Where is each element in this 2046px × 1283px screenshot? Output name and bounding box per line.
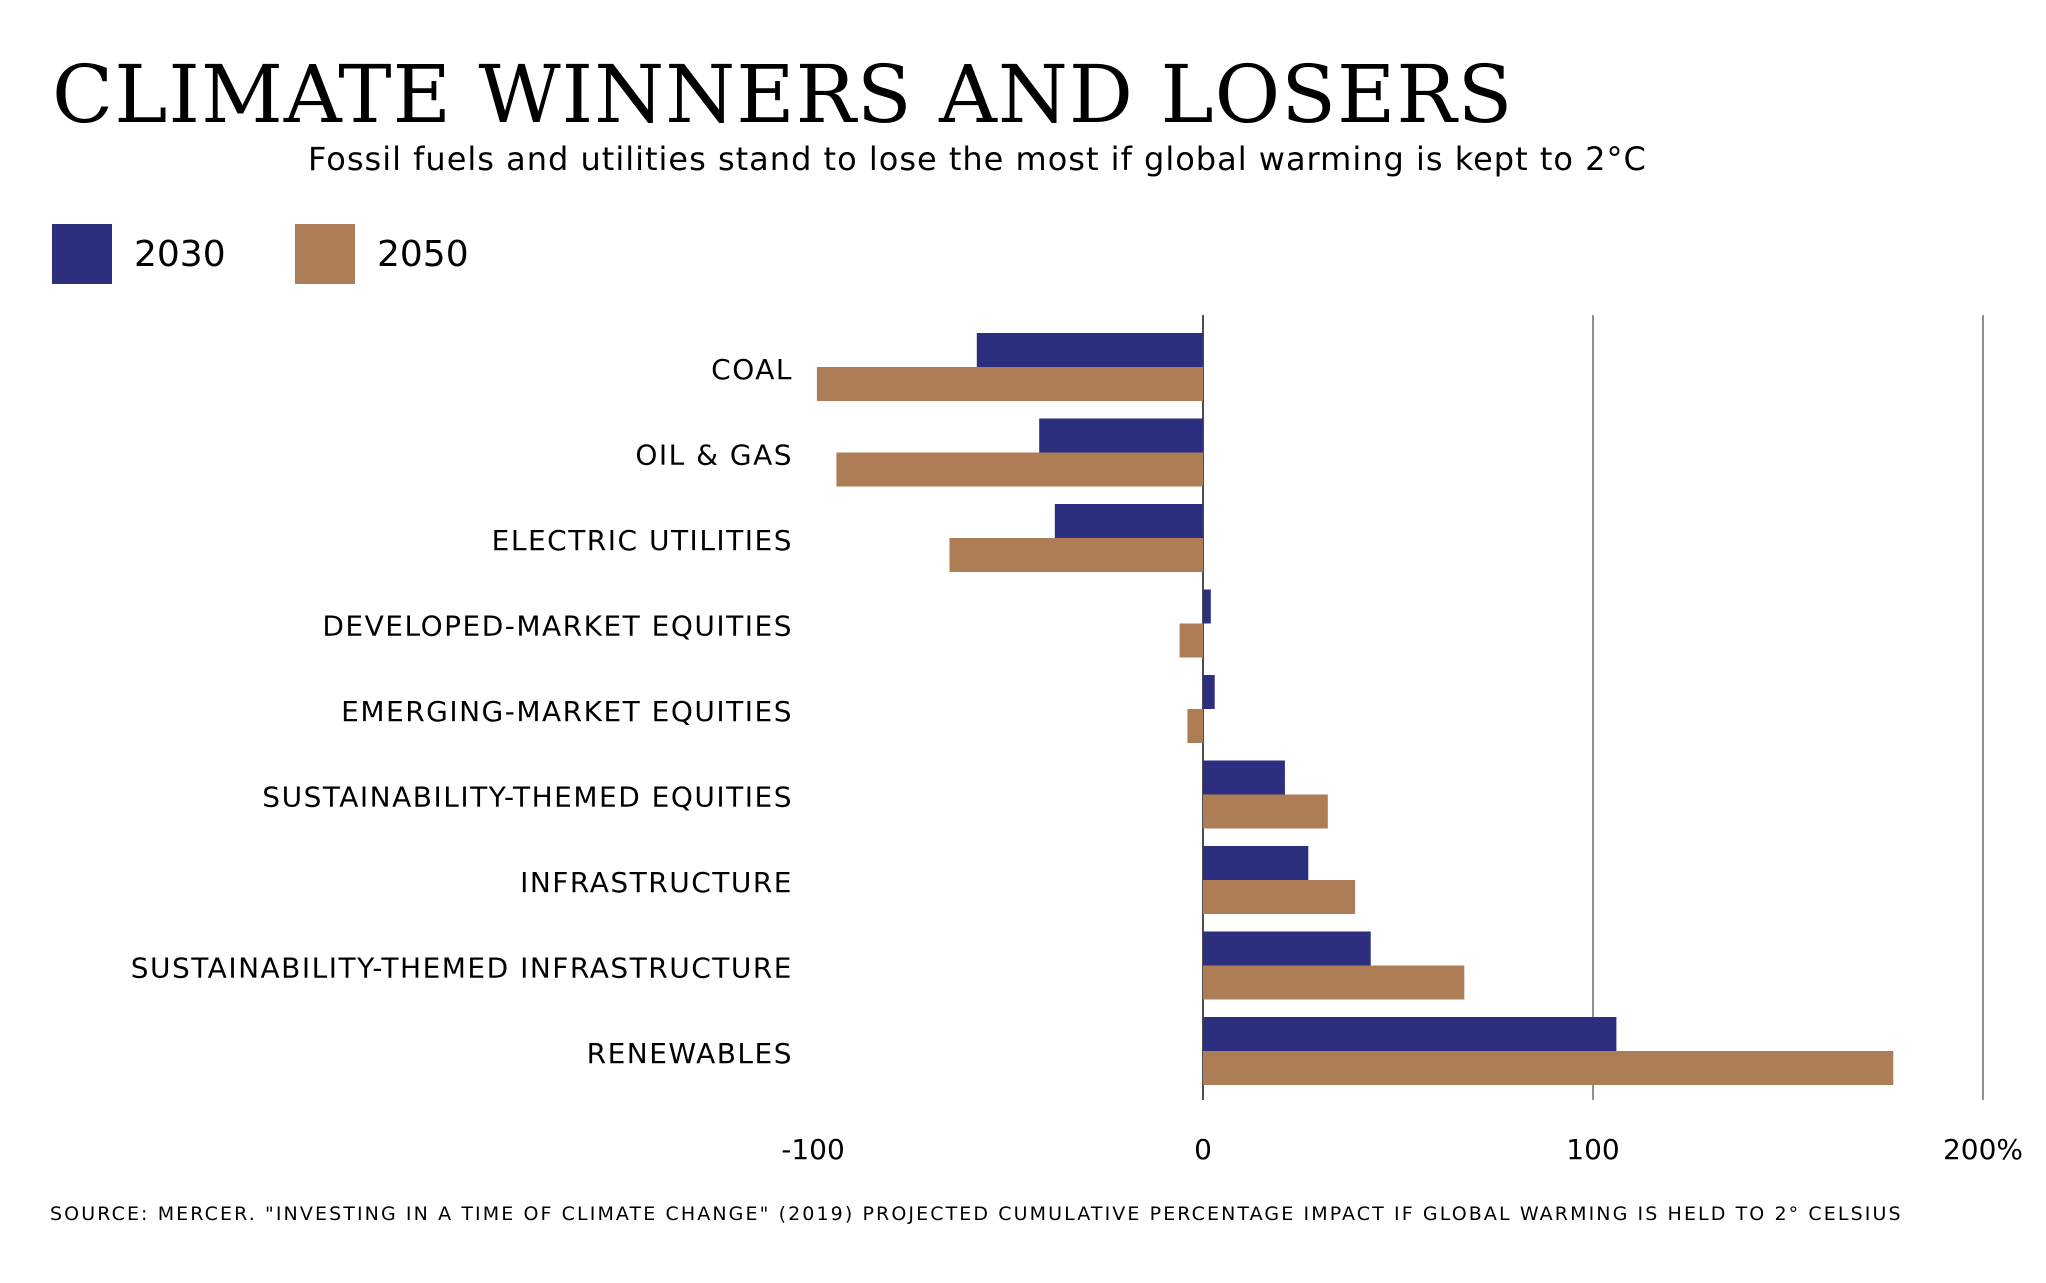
x-tick-label: 100 — [1566, 1133, 1619, 1166]
legend-label-2030: 2030 — [134, 233, 226, 275]
bar-2050-electric-utilities — [949, 538, 1203, 572]
x-tick-label: -100 — [781, 1133, 845, 1166]
bar-2050-renewables — [1203, 1051, 1894, 1085]
bar-2030-sustainability-themed-infrastructure — [1203, 931, 1371, 966]
legend-swatch-2050 — [295, 224, 355, 284]
category-label: EMERGING-MARKET EQUITIES — [341, 695, 793, 728]
bar-2030-electric-utilities — [1054, 504, 1203, 538]
bar-2030-infrastructure — [1203, 846, 1309, 880]
category-label: OIL & GAS — [635, 439, 793, 472]
bar-2030-coal — [976, 333, 1203, 367]
legend-item-2030: 2030 — [52, 224, 226, 284]
bar-2050-sustainability-themed-equities — [1203, 794, 1328, 829]
bar-2050-emerging-market-equities — [1187, 709, 1203, 743]
bar-2030-emerging-market-equities — [1203, 675, 1215, 709]
bar-2050-developed-market-equities — [1179, 623, 1203, 658]
chart-subtitle: Fossil fuels and utilities stand to lose… — [308, 140, 1647, 178]
bar-2050-sustainability-themed-infrastructure — [1203, 965, 1465, 1000]
x-tick-label: 0 — [1194, 1133, 1212, 1166]
category-label: INFRASTRUCTURE — [520, 866, 793, 899]
category-label: SUSTAINABILITY-THEMED EQUITIES — [262, 781, 793, 814]
bar-2050-oil-gas — [836, 452, 1203, 487]
bar-2030-oil-gas — [1039, 418, 1203, 453]
bar-2050-infrastructure — [1203, 880, 1356, 914]
category-label: RENEWABLES — [587, 1037, 793, 1070]
category-label: SUSTAINABILITY-THEMED INFRASTRUCTURE — [131, 952, 793, 985]
bar-2030-developed-market-equities — [1203, 589, 1211, 624]
legend-swatch-2030 — [52, 224, 112, 284]
bar-2030-sustainability-themed-equities — [1203, 760, 1285, 795]
x-tick-label: 200% — [1943, 1133, 2023, 1166]
category-label: ELECTRIC UTILITIES — [492, 524, 793, 557]
source-note: SOURCE: MERCER. "INVESTING IN A TIME OF … — [50, 1203, 1903, 1225]
legend-item-2050: 2050 — [295, 224, 469, 284]
legend-label-2050: 2050 — [377, 233, 469, 275]
chart-title: CLIMATE WINNERS AND LOSERS — [52, 48, 1514, 141]
category-label: DEVELOPED-MARKET EQUITIES — [322, 610, 793, 643]
category-label: COAL — [711, 353, 793, 386]
bar-2050-coal — [816, 367, 1203, 401]
bar-2030-renewables — [1203, 1017, 1617, 1051]
